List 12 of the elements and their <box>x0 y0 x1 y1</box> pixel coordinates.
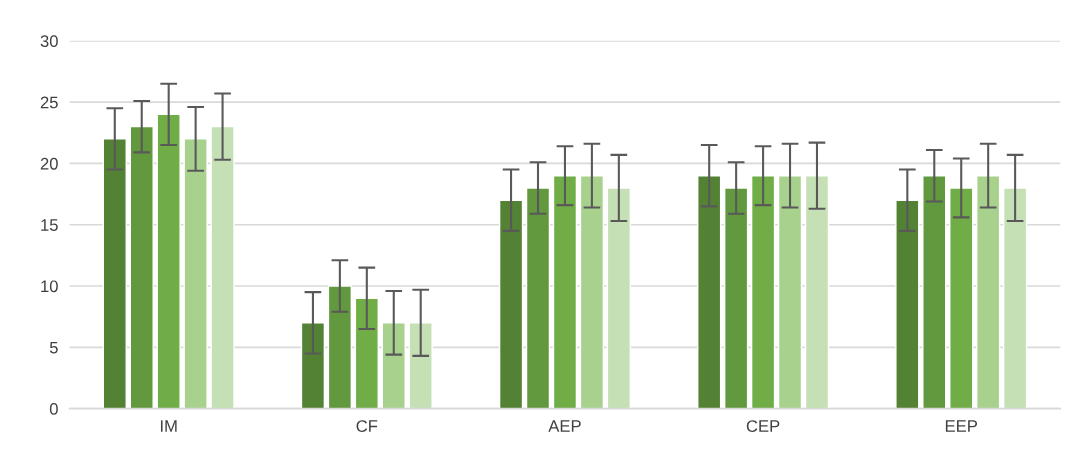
x-tick-label: IM <box>160 420 177 432</box>
y-tick-label: 30 <box>40 35 58 48</box>
y-tick-label: 0 <box>49 403 58 415</box>
x-tick-label: CEP <box>746 420 780 432</box>
x-tick-label: CF <box>356 420 378 432</box>
x-tick-label: EEP <box>945 420 978 432</box>
y-tick-label: 10 <box>41 280 58 293</box>
y-tick-label: 20 <box>40 157 58 170</box>
x-tick-label: AEP <box>548 420 581 432</box>
y-tick-label: 25 <box>40 96 58 109</box>
y-tick-label: 15 <box>41 219 58 231</box>
y-tick-label: 5 <box>49 341 58 354</box>
